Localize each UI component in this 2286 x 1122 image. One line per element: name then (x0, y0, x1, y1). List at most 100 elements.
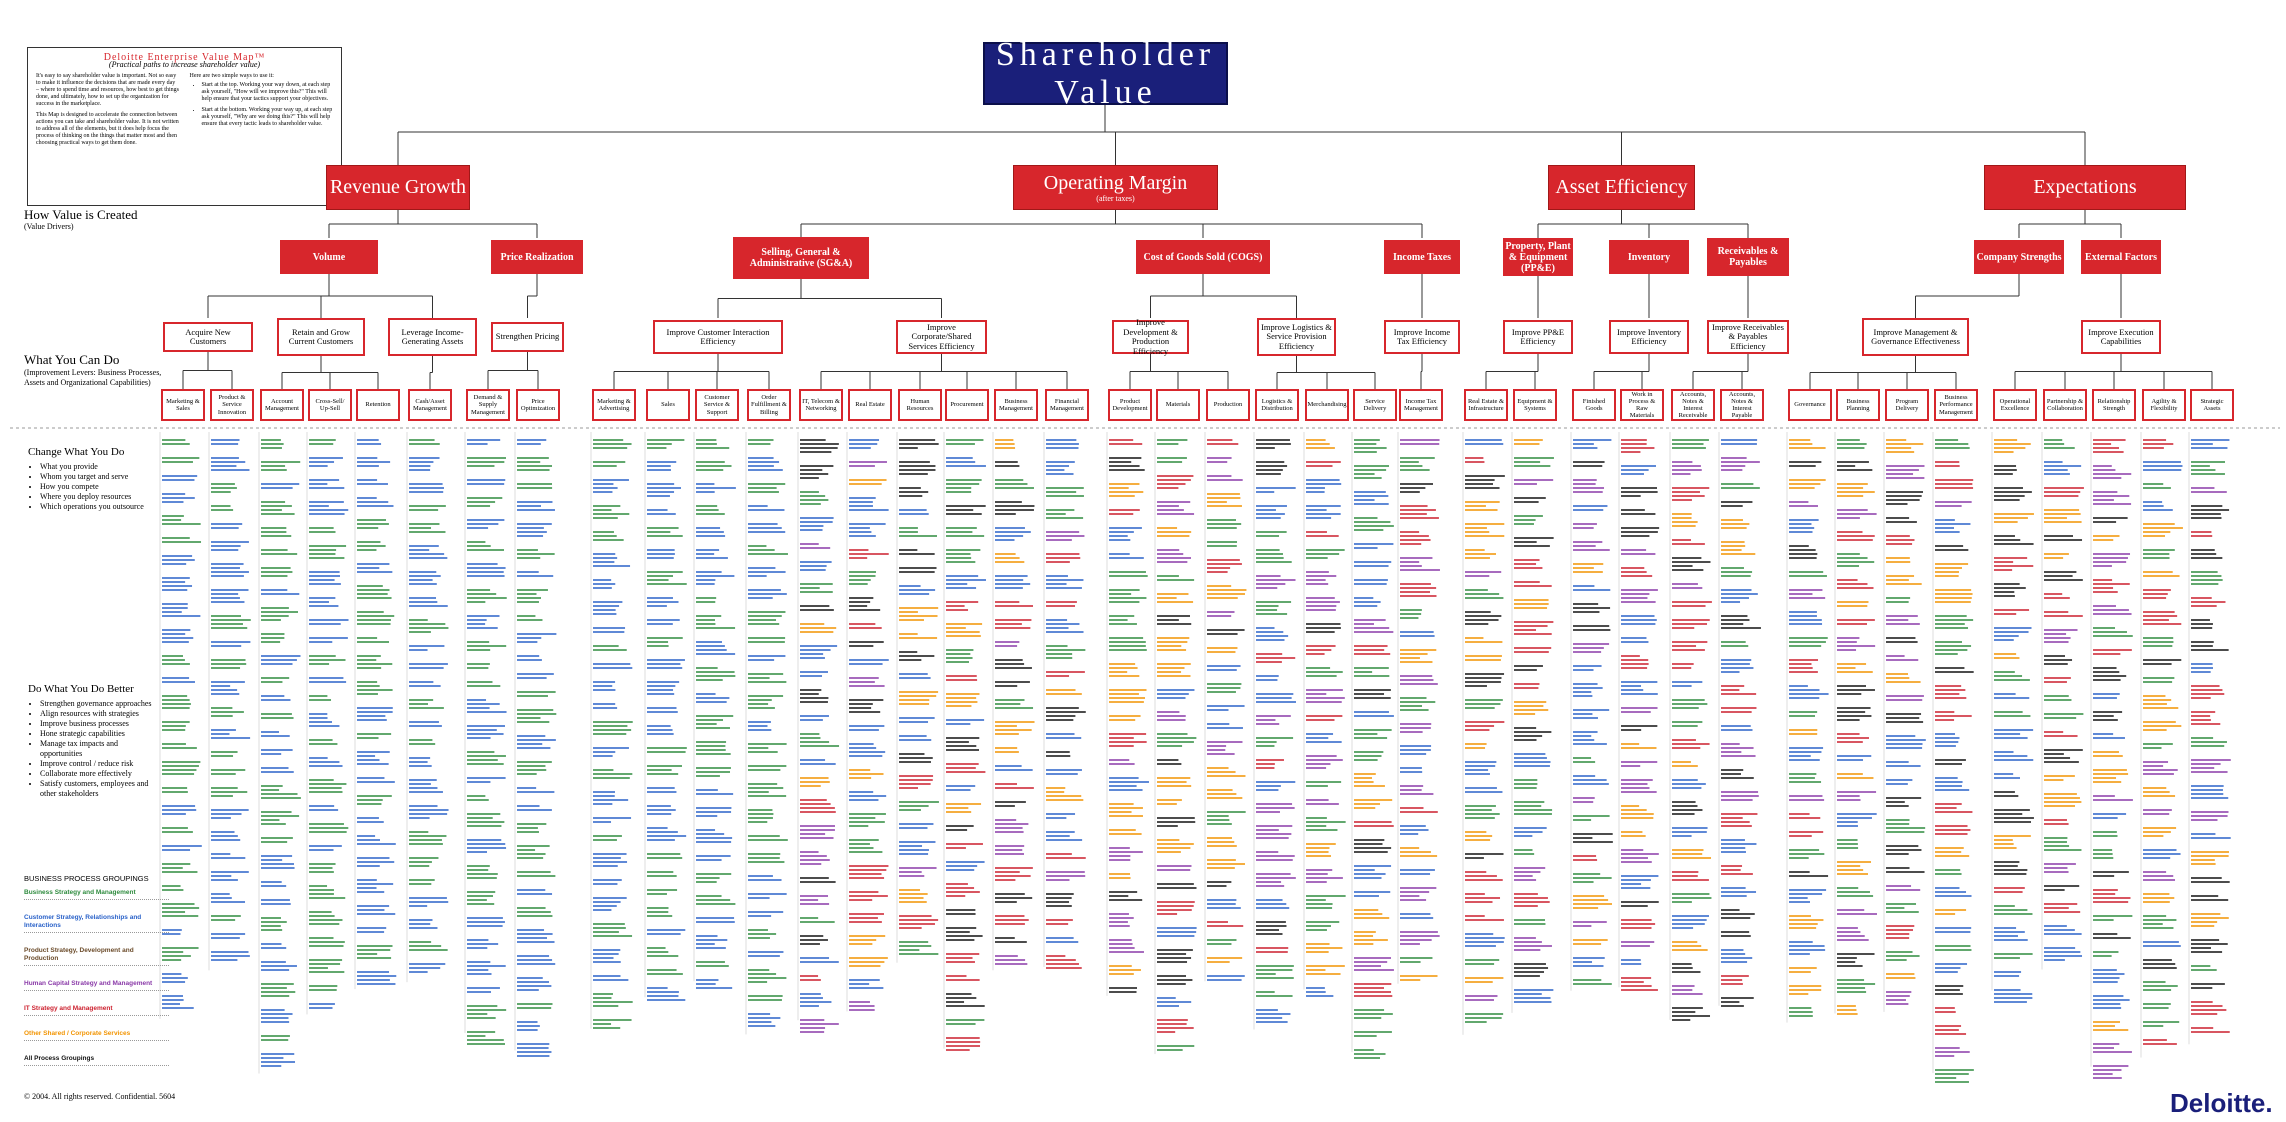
sub-driver: Inventory (1609, 240, 1689, 274)
process-area: Cash/Asset Management (408, 389, 452, 421)
lever: Improve Execution Capabilities (2081, 320, 2161, 354)
lever-label: Strengthen Pricing (495, 331, 560, 342)
process-area-label: Marketing & Advertising (597, 397, 631, 412)
section-subheading: (Value Drivers) (24, 222, 74, 231)
sub-driver: Volume (280, 240, 378, 274)
value-driver-label: Operating Margin (1043, 172, 1188, 194)
list-item: How you compete (40, 482, 144, 492)
process-area: Finished Goods (1572, 389, 1616, 421)
process-area-label: Product Development (1112, 397, 1148, 412)
sub-driver-label: Price Realization (500, 251, 574, 263)
section-heading: Do What You Do Better (28, 683, 134, 695)
list-item: Align resources with strategies (40, 709, 158, 719)
shareholder-value-label: Shareholder Value (995, 35, 1216, 111)
process-area-label: Financial Management (1050, 397, 1084, 412)
list-item: Whom you target and serve (40, 472, 144, 482)
lever: Improve Receivables & Payables Efficienc… (1707, 320, 1789, 354)
process-area-label: Account Management (265, 397, 299, 412)
grouping-desc (24, 1015, 169, 1024)
process-area: Governance (1788, 389, 1832, 421)
process-area: IT, Telecom & Networking (799, 389, 843, 421)
process-area-label: Business Performance Management (1939, 394, 1973, 416)
process-area: Operational Excellence (1993, 389, 2037, 421)
value-driver-label: Revenue Growth (329, 176, 467, 198)
list-item: Hone strategic capabilities (40, 729, 158, 739)
intro-bullet: Start at the bottom. Working your way up… (202, 107, 334, 128)
process-area-label: Relationship Strength (2097, 397, 2131, 412)
lever: Improve Logistics & Service Provision Ef… (1257, 318, 1336, 356)
grouping-name: All Process Groupings (24, 1055, 95, 1062)
grouping-desc (24, 1040, 169, 1049)
process-area: Human Resources (898, 389, 942, 421)
grouping-desc (24, 1065, 169, 1074)
process-area-label: Agility & Flexibility (2150, 397, 2178, 412)
process-area-label: IT, Telecom & Networking (802, 397, 840, 412)
lever: Improve Corporate/Shared Services Effici… (896, 320, 987, 354)
groupings-title: BUSINESS PROCESS GROUPINGS (24, 874, 149, 883)
footer: © 2004. All rights reserved. Confidentia… (24, 1092, 176, 1101)
process-area-label: Cash/Asset Management (413, 397, 447, 412)
lever-label: Improve Inventory Efficiency (1617, 326, 1681, 346)
grouping-desc (24, 965, 169, 974)
intro-bullets-lead: Here are two simple ways to use it: (189, 73, 274, 79)
process-area-label: Business Planning (1846, 397, 1870, 412)
lever: Acquire New Customers (163, 322, 253, 352)
sub-driver-label: Receivables & Payables (1717, 246, 1779, 268)
sub-driver: Price Realization (491, 240, 583, 274)
process-area: Partnership & Collaboration (2043, 389, 2087, 421)
list-item: Satisfy customers, employees and other s… (40, 779, 158, 799)
sub-driver-label: Volume (312, 251, 346, 263)
sub-driver: Selling, General & Administrative (SG&A) (733, 237, 869, 279)
list-item: Strengthen governance approaches (40, 699, 158, 709)
grouping-name: IT Strategy and Management (24, 1005, 113, 1012)
process-area-label: Operational Excellence (1999, 397, 2031, 412)
value-driver-label: Expectations (2033, 176, 2137, 198)
grouping-desc (24, 990, 169, 999)
driver-note: (after taxes) (1096, 194, 1135, 203)
value-driver: Operating Margin (after taxes) (1013, 165, 1218, 210)
lever: Improve PP&E Efficiency (1503, 320, 1573, 354)
process-area-label: Partnership & Collaboration (2046, 397, 2084, 412)
process-area: Procurement (945, 389, 989, 421)
process-area: Business Planning (1836, 389, 1880, 421)
process-area-label: Real Estate & Infrastructure (1467, 397, 1505, 412)
process-area: Production (1206, 389, 1250, 421)
process-area: Customer Service & Support (695, 389, 739, 421)
process-area-label: Materials (1165, 401, 1191, 409)
process-area: Business Performance Management (1934, 389, 1978, 421)
process-area-label: Logistics & Distribution (1261, 397, 1293, 412)
grouping-name: Other Shared / Corporate Services (24, 1030, 131, 1037)
process-area: Service Delivery (1353, 389, 1397, 421)
logo: Deloitte. (2170, 1088, 2273, 1118)
lever: Retain and Grow Current Customers (277, 318, 365, 356)
process-area-label: Program Delivery (1895, 397, 1919, 412)
process-area: Real Estate & Infrastructure (1464, 389, 1508, 421)
process-area: Relationship Strength (2092, 389, 2136, 421)
process-area-label: Price Optimization (520, 397, 556, 412)
process-area: Agility & Flexibility (2142, 389, 2186, 421)
process-area: Accounts, Notes & Interest Receivable (1671, 389, 1715, 421)
process-area: Product Development (1108, 389, 1152, 421)
process-area: Cross-Sell/ Up-Sell (308, 389, 352, 421)
process-area-label: Work in Process & Raw Materials (1628, 390, 1656, 420)
process-area: Order Fulfillment & Billing (747, 389, 791, 421)
lever-label: Improve Customer Interaction Efficiency (666, 326, 770, 346)
change-list: What you provideWhom you target and serv… (28, 462, 144, 512)
list-item: Improve control / reduce risk (40, 759, 158, 769)
lever-label: Improve Receivables & Payables Efficienc… (1712, 321, 1784, 351)
process-area-label: Marketing & Sales (166, 397, 200, 412)
process-area-label: Production (1213, 401, 1243, 409)
sub-driver-label: Inventory (1627, 251, 1671, 263)
intro-paragraph: It's easy to say shareholder value is im… (36, 73, 179, 107)
lever-label: Improve Income Tax Efficiency (1393, 326, 1451, 346)
lever: Leverage Income-Generating Assets (388, 318, 477, 356)
process-area-label: Merchandising (1307, 401, 1347, 409)
lever-label: Acquire New Customers (185, 326, 231, 346)
process-area: Financial Management (1045, 389, 1089, 421)
process-area: Marketing & Sales (161, 389, 205, 421)
process-area: Equipment & Systems (1513, 389, 1557, 421)
shareholder-value: Shareholder Value (983, 36, 1228, 111)
grouping-name: Customer Strategy, Relationships and Int… (24, 914, 142, 929)
